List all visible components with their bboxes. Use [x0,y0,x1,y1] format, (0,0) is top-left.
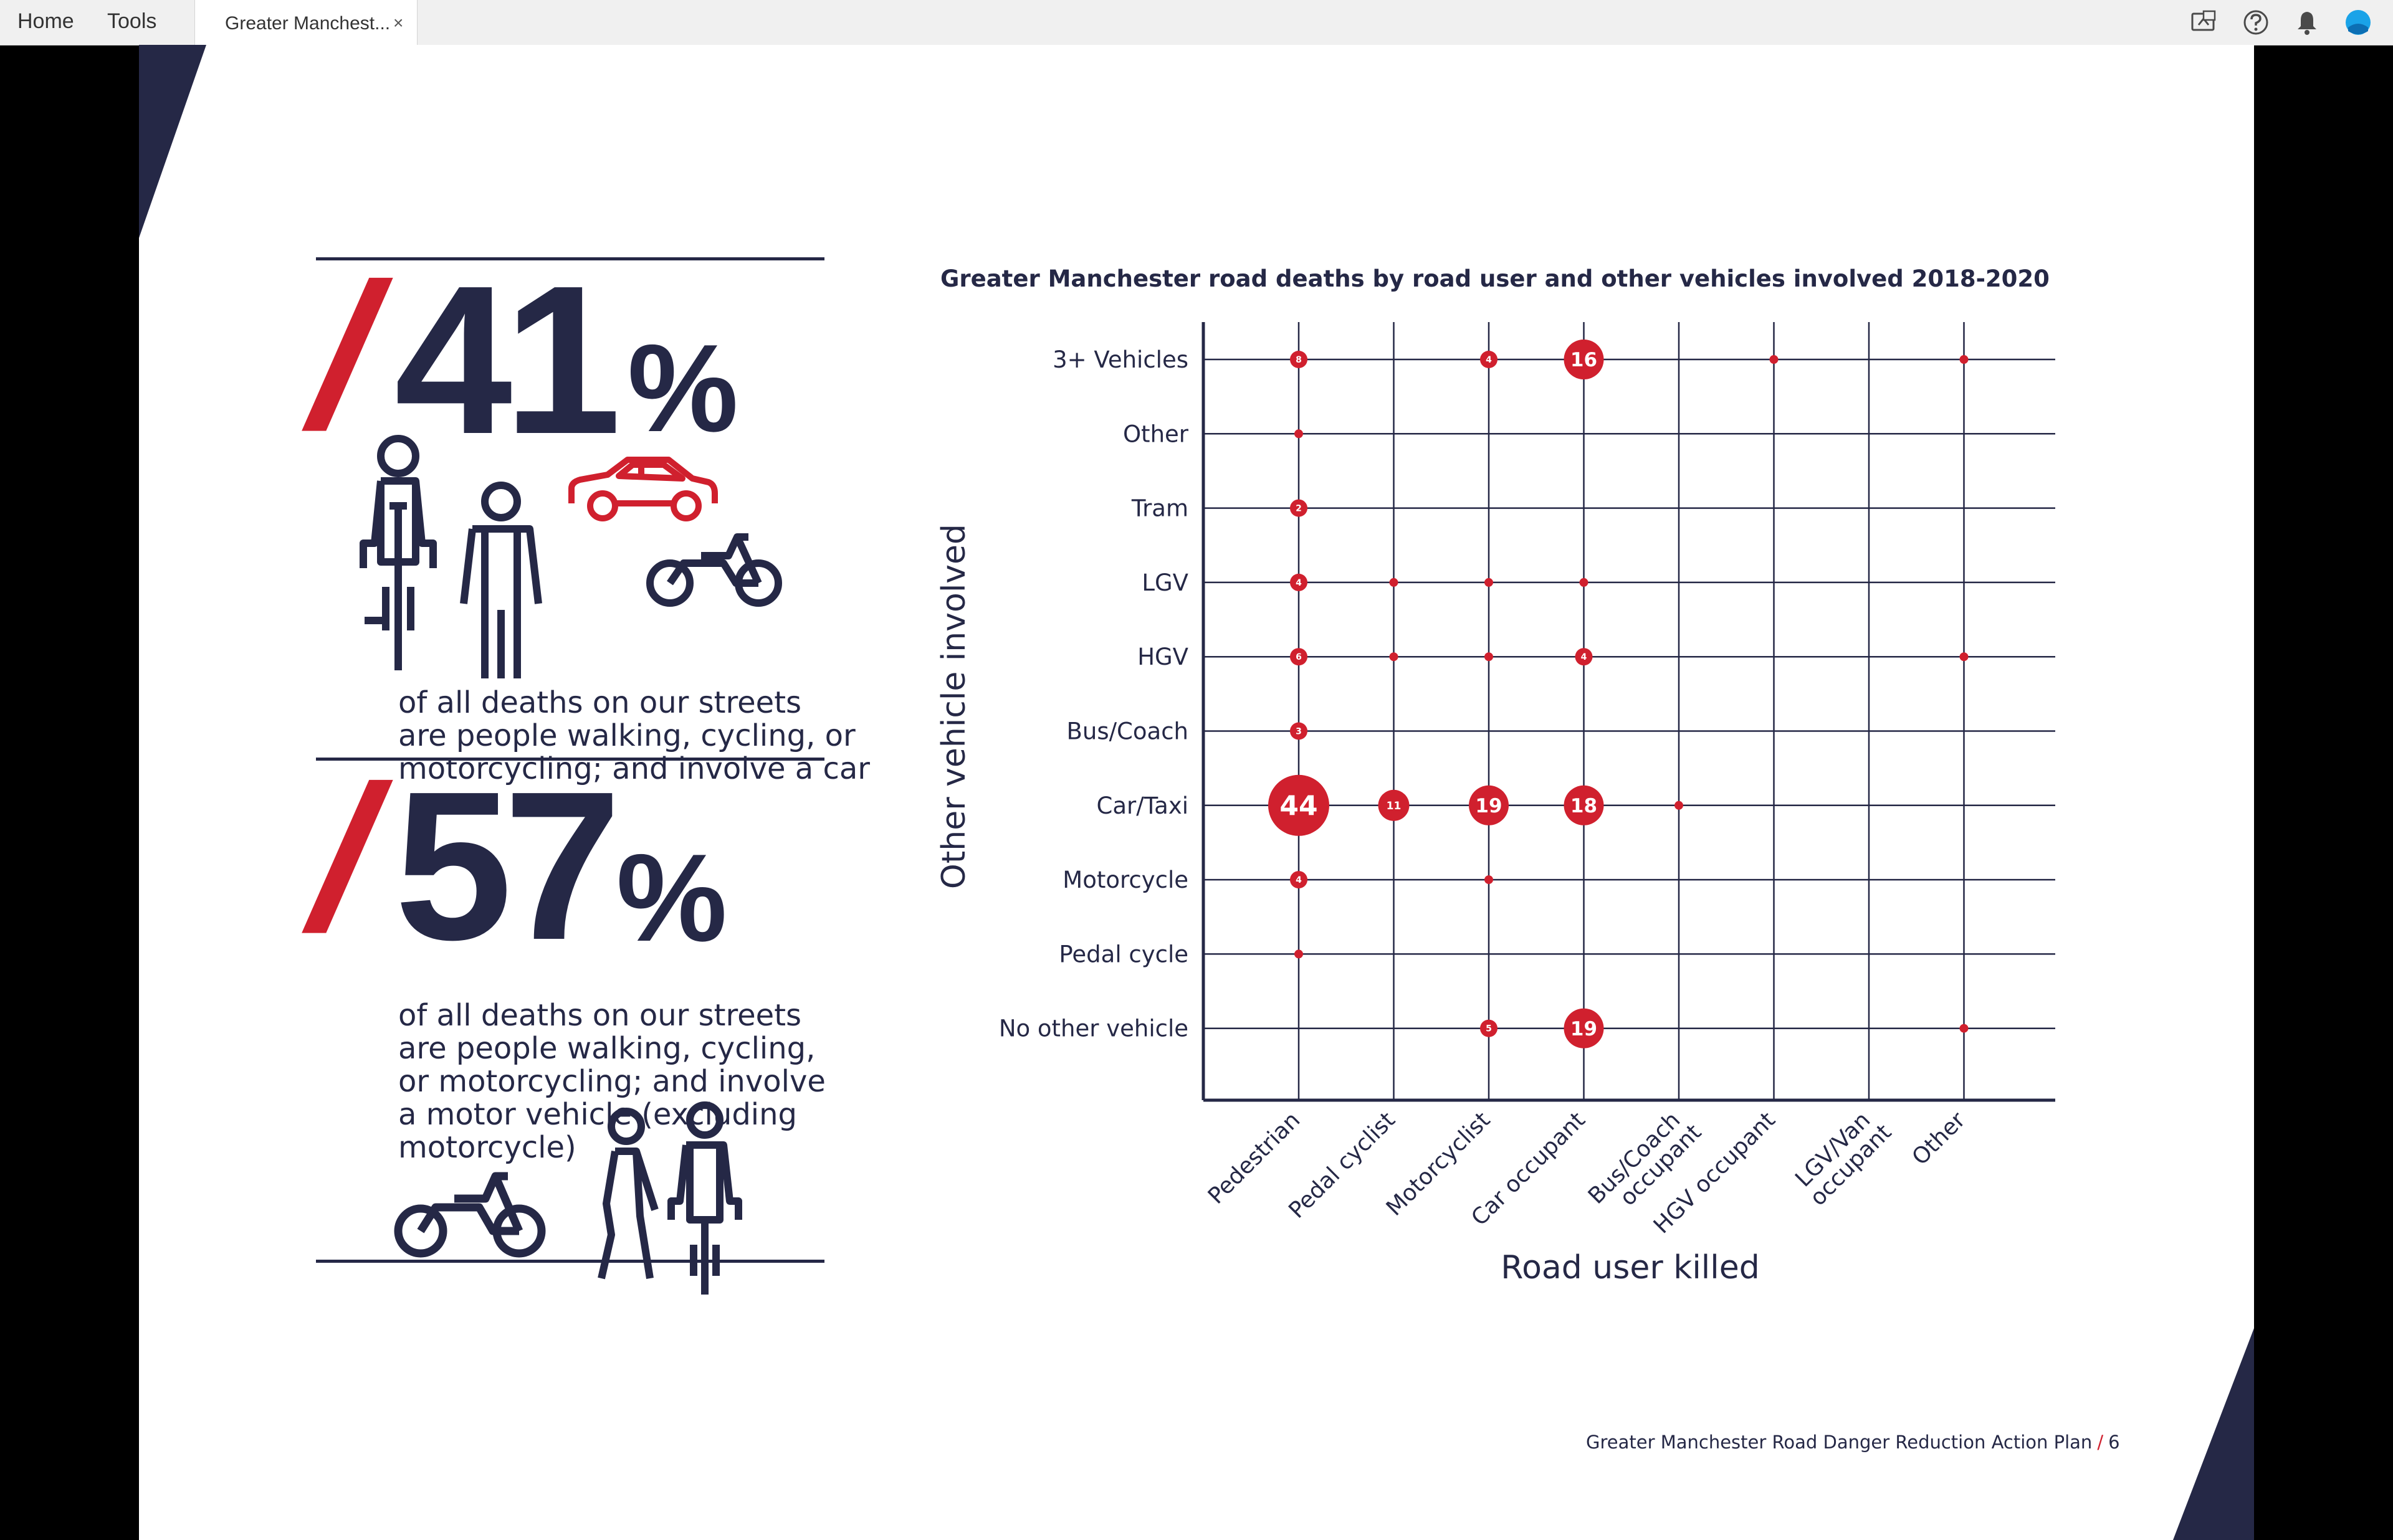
stat-value-57: 57 [394,748,621,984]
data-point [1290,499,1307,517]
stat-description-57: of all deaths on our streets are people … [398,998,826,1165]
pedestrian-icon [460,482,542,678]
data-point [1378,789,1410,821]
data-point [1469,785,1509,825]
data-label: 8 [1296,355,1302,365]
data-label: 3 [1296,727,1302,737]
profile-icon[interactable] [2344,9,2372,36]
motorcycle-icon [646,533,782,607]
y-tick-label: LGV [1142,569,1188,596]
data-label: 4 [1581,652,1587,662]
tab-close-button[interactable]: × [393,13,404,32]
data-point [1290,722,1307,740]
data-label: 4 [1486,355,1492,365]
stat-divider [316,257,824,260]
stat-divider [316,758,824,761]
y-tick-label: 3+ Vehicles [1053,346,1188,373]
data-point [1480,1019,1497,1037]
data-point [1294,949,1303,959]
app-toolbar: Home Tools Greater Manchest... × [0,0,2393,45]
y-tick-label: Tram [1131,495,1188,522]
data-point [1564,785,1604,825]
data-label: 19 [1475,795,1502,817]
y-tick-label: No other vehicle [999,1015,1188,1042]
footer-slash: / [2097,1432,2104,1453]
x-tick-label: Pedestrian [1203,1107,1305,1209]
tab-title: Greater Manchest... [225,13,391,34]
data-label: 4 [1296,875,1302,885]
pedestrian-icon [598,1108,659,1280]
tab-document[interactable]: Greater Manchest... × [194,0,418,45]
y-tick-label: Other [1123,421,1189,447]
y-tick-label: Pedal cycle [1059,941,1188,967]
data-point [1290,573,1307,591]
document-page: / 41 % [139,45,2254,1540]
car-icon [568,457,718,521]
screen-share-icon[interactable] [2190,9,2217,36]
data-point [1579,578,1588,587]
road-deaths-chart: 3+ Vehicles Other Tram LGV HGV Bus/Coach Car/T… [935,322,2055,1286]
y-tick-label: Car/Taxi [1096,792,1188,819]
data-point [1575,648,1593,666]
data-point [1959,1024,1969,1033]
chart-title: Greater Manchester road deaths by road u… [940,265,2050,292]
data-label: 4 [1296,578,1302,588]
data-label: 44 [1279,791,1317,822]
stat-divider [316,1260,824,1263]
y-tick-label: Motorcycle [1063,867,1188,893]
data-label: 18 [1570,795,1597,817]
nav-home-link[interactable]: Home [17,9,74,33]
data-label: 19 [1570,1018,1597,1040]
data-point [1564,340,1604,379]
motorcycle-icon [394,1172,546,1258]
data-point [1564,1008,1604,1048]
data-point [1389,578,1398,587]
data-label: 6 [1296,652,1302,662]
data-point [1484,875,1493,885]
data-point [1290,871,1307,889]
stat-percent-sign: % [628,319,738,458]
page-footer: Greater Manchester Road Danger Reduction… [1586,1432,2120,1453]
stat-percent-sign: % [616,829,727,967]
data-label: 16 [1570,349,1597,371]
stat-value-41: 41 [394,242,621,478]
data-point [1484,652,1493,662]
data-point [1769,355,1779,364]
x-axis-title: Road user killed [1501,1249,1759,1286]
cyclist-icon [667,1101,742,1295]
y-axis-title: Other vehicle involved [935,524,973,889]
cyclist-icon [360,435,437,670]
y-tick-label: Bus/Coach [1066,718,1188,745]
footer-doc-title: Greater Manchester Road Danger Reduction… [1586,1432,2093,1453]
data-label: 11 [1387,800,1402,812]
help-icon[interactable] [2242,9,2270,36]
x-tick-label: Other [1908,1107,1970,1170]
data-point [1480,351,1497,368]
data-point [1290,648,1307,666]
data-point [1290,351,1307,368]
data-point [1674,801,1683,810]
x-tick-label: LGV/Vanoccupant [1789,1103,1896,1210]
data-label: 5 [1486,1024,1492,1034]
data-point [1268,774,1329,836]
page-number: 6 [2108,1432,2120,1453]
data-point [1959,355,1969,364]
y-tick-label: HGV [1137,644,1188,670]
data-point [1959,652,1969,662]
data-point [1294,429,1303,439]
corner-decoration-bottom [2173,1328,2254,1540]
data-label: 2 [1296,504,1302,514]
data-point [1484,578,1493,587]
bell-icon[interactable] [2293,9,2321,36]
corner-decoration-top [139,45,206,238]
data-point [1389,652,1398,662]
nav-tools-link[interactable]: Tools [107,9,157,33]
